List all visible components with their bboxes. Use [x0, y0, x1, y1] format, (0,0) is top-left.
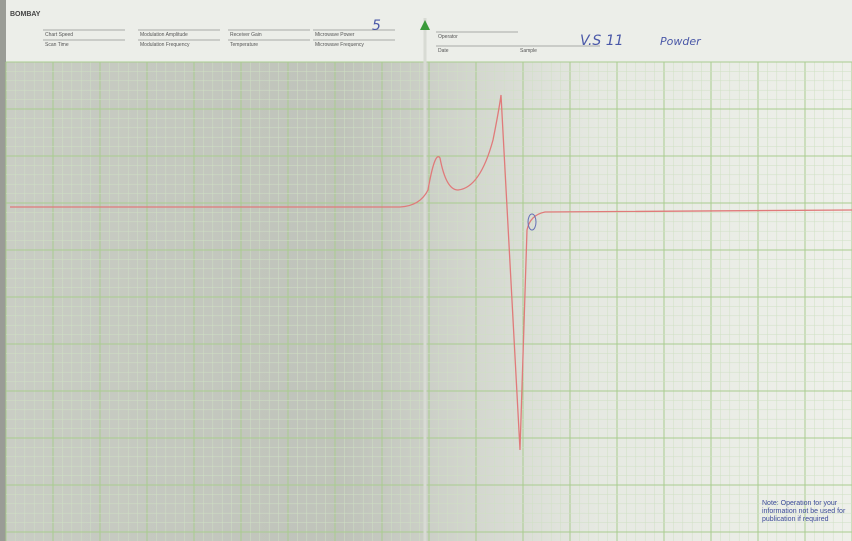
handwritten-state: Powder: [660, 35, 702, 48]
grid: [5, 61, 852, 541]
field-label: Date: [438, 48, 449, 54]
footer-note: Note: Operation for your information not…: [762, 500, 846, 523]
footer-note-box: Note: Operation for your information not…: [762, 500, 846, 523]
handwritten-sample: V.S 11: [580, 33, 624, 49]
centre-marker: [420, 20, 430, 30]
field-label: Modulation Frequency: [140, 42, 190, 48]
brand: BOMBAY: [10, 11, 41, 18]
field-label: Microwave Frequency: [315, 42, 364, 48]
field-label: Operator: [438, 34, 458, 40]
field-label: Sample: [520, 48, 537, 54]
trace: [10, 94, 852, 451]
field-label: Modulation Amplitude: [140, 32, 188, 38]
handwritten-gain: 5: [372, 18, 381, 34]
field-label: Temperature: [230, 42, 258, 48]
header-fields: Chart Speed Scan Time Modulation Amplitude…: [43, 29, 600, 54]
field-label: Receiver Gain: [230, 32, 262, 38]
header-strip: [6, 0, 852, 62]
ink-circle: [527, 213, 537, 231]
field-label: Microwave Power: [315, 32, 355, 38]
field-label: Chart Speed: [45, 32, 73, 38]
field-label: Scan Time: [45, 42, 69, 48]
